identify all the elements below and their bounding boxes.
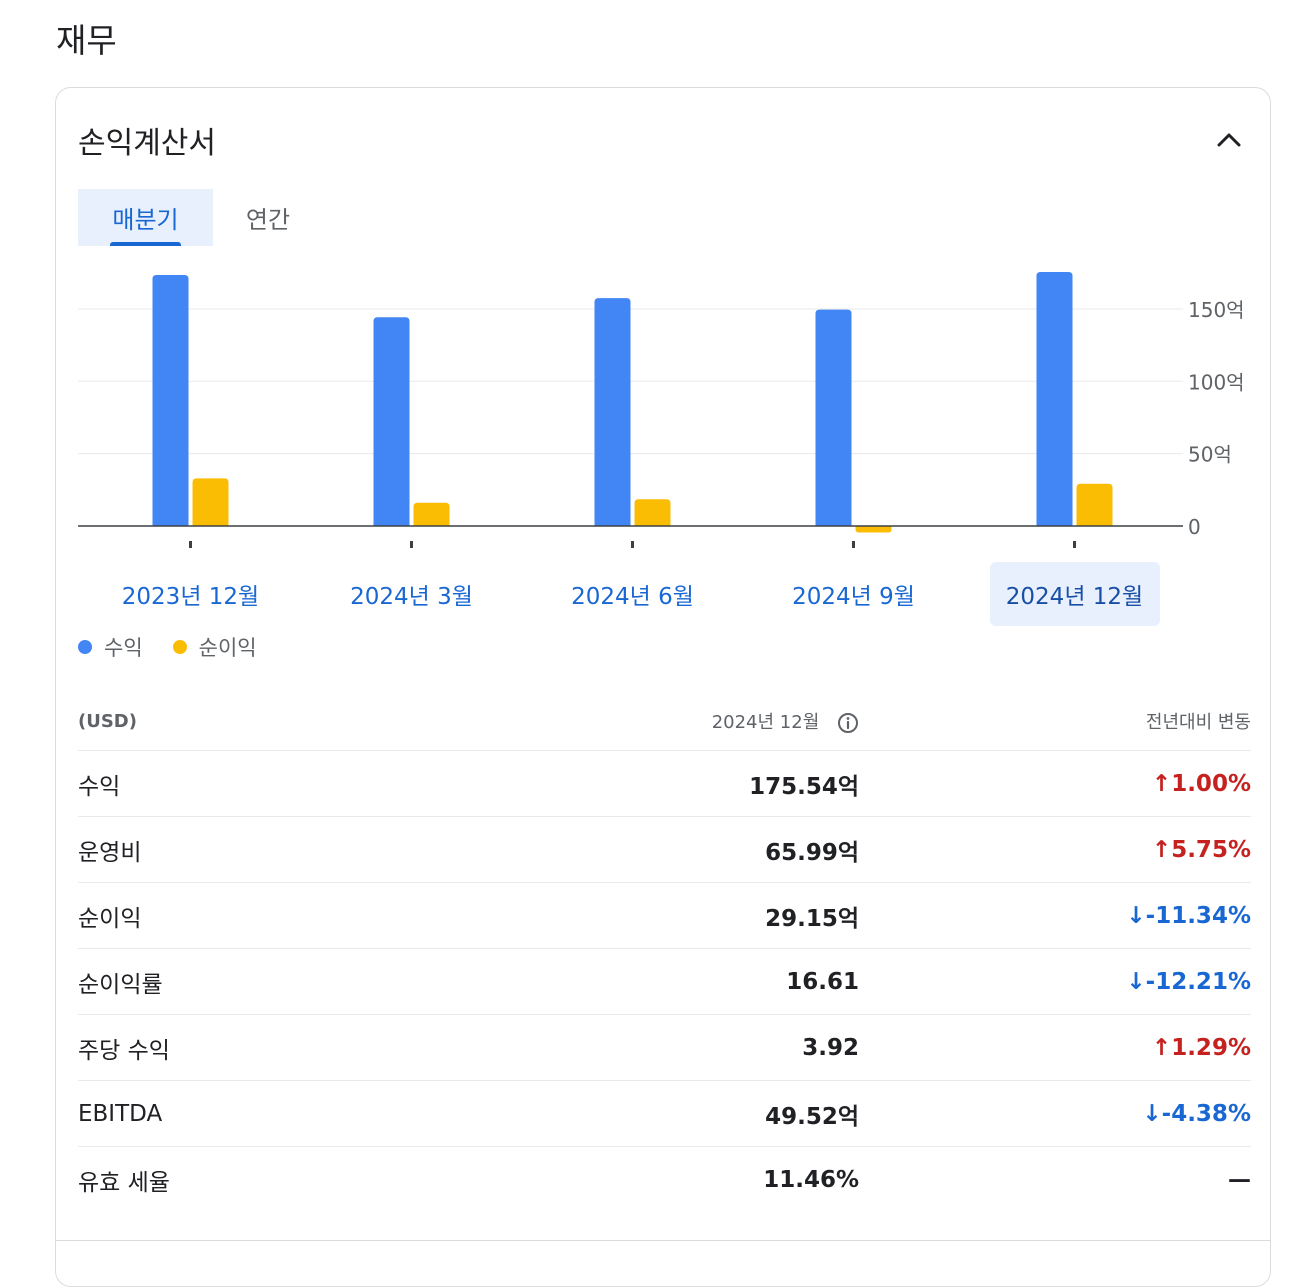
table-row: 수익 175.54억 ↑1.00% [78,750,1251,817]
revenue-bar[interactable] [152,274,189,526]
revenue-bar[interactable] [815,309,852,526]
metric-yoy-change: ↓-12.21% [859,948,1251,1015]
metric-value: 11.46% [578,1146,859,1212]
chevron-up-icon [1217,133,1241,147]
metric-value: 3.92 [578,1014,859,1081]
metric-label: 순이익률 [78,948,578,1015]
x-axis-label[interactable]: 2023년 12월 [121,584,260,610]
table-row: 순이익 29.15억 ↓-11.34% [78,882,1251,949]
net-income-bar[interactable] [634,499,671,526]
collapse-button[interactable] [1204,118,1254,162]
metric-label: 운영비 [78,816,578,883]
y-tick-label: 150억 [1188,298,1245,322]
metric-yoy-change: ↑1.00% [859,750,1251,817]
metric-value: 175.54억 [578,750,859,817]
period-header-label: 2024년 12월 [711,712,820,733]
x-axis-label[interactable]: 2024년 3월 [350,584,473,610]
metric-value: 49.52억 [578,1080,859,1147]
x-axis-label[interactable]: 2024년 9월 [792,584,915,610]
card-title: 손익계산서 [78,126,216,161]
tab-quarterly[interactable]: 매분기 [78,189,213,246]
section-title: 재무 [56,21,117,60]
legend-label-net-income: 순이익 [198,636,257,660]
metric-label: EBITDA [78,1080,578,1147]
metric-label: 순이익 [78,882,578,949]
info-icon[interactable] [837,712,859,734]
table-row: 유효 세율 11.46% — [78,1146,1251,1212]
metric-label: 수익 [78,750,578,817]
x-axis-label[interactable]: 2024년 6월 [571,584,694,610]
revenue-net-income-chart: 0 50억 100억 150억 [78,272,1245,548]
metric-value: 16.61 [578,948,859,1015]
metric-yoy-change: ↓-11.34% [859,882,1251,949]
metric-label: 유효 세율 [78,1146,578,1212]
legend-label-revenue: 수익 [104,636,143,660]
tab-active-indicator [110,242,181,246]
legend-item-net-income: 순이익 [172,632,257,662]
change-header: 전년대비 변동 [1145,712,1251,733]
metric-yoy-change: ↑1.29% [859,1014,1251,1081]
chart-legend: 수익 순이익 [78,632,287,662]
metric-value: 65.99억 [578,816,859,883]
income-statement-card: 손익계산서 매분기 연간 0 50억 100억 150억 2023년 12월 2024년… [55,87,1271,1287]
x-axis-label[interactable]: 2024년 12월 [989,562,1160,626]
revenue-bar[interactable] [1036,272,1073,526]
y-tick-label: 50억 [1188,443,1232,467]
legend-item-revenue: 수익 [78,632,143,662]
table-row: EBITDA 49.52억 ↓-4.38% [78,1080,1251,1147]
metric-value: 29.15억 [578,882,859,949]
income-statement-table: (USD) 2024년 12월 전년대비 변동 수익 175.54억 ↑1.00% 운… [78,692,1251,1212]
legend-dot-net-income [172,640,187,654]
net-income-bar[interactable] [855,526,892,533]
metric-yoy-change: ↑5.75% [859,816,1251,883]
y-tick-label: 0 [1188,515,1201,539]
table-row: 운영비 65.99억 ↑5.75% [78,816,1251,883]
period-header: 2024년 12월 [578,692,859,751]
table-row: 주당 수익 3.92 ↑1.29% [78,1014,1251,1081]
revenue-bar[interactable] [373,317,410,526]
tab-quarterly-label: 매분기 [112,206,179,234]
unit-header: (USD) [78,710,137,732]
tab-annual[interactable]: 연간 [218,189,318,246]
revenue-bar[interactable] [594,298,631,526]
net-income-bar[interactable] [1076,483,1113,526]
legend-dot-revenue [78,640,92,654]
card-footer-divider [56,1240,1270,1241]
metric-yoy-change: ↓-4.38% [859,1080,1251,1147]
y-tick-label: 100억 [1188,370,1245,394]
tab-annual-label: 연간 [245,206,291,234]
table-header-row: (USD) 2024년 12월 전년대비 변동 [78,692,1251,751]
net-income-bar[interactable] [192,478,229,526]
table-row: 순이익률 16.61 ↓-12.21% [78,948,1251,1015]
metric-label: 주당 수익 [78,1014,578,1081]
metric-yoy-change: — [859,1146,1251,1212]
net-income-bar[interactable] [413,502,450,526]
